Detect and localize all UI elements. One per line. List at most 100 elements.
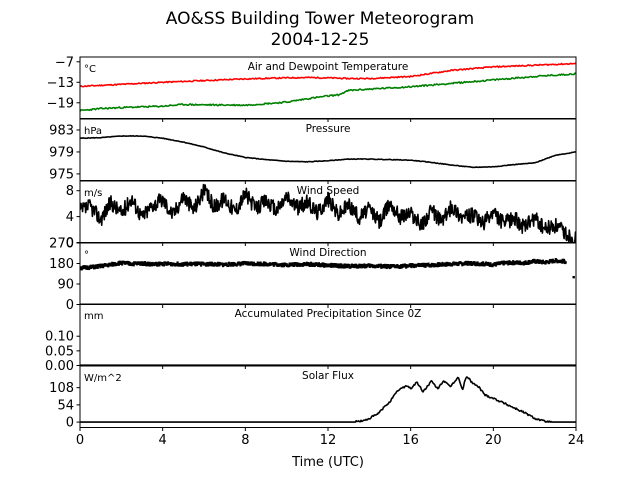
- wind-direction-point: [512, 260, 515, 263]
- wind-direction-point: [162, 264, 166, 267]
- wind-direction-point: [342, 264, 345, 267]
- panel-title: Accumulated Precipitation Since 0Z: [235, 308, 422, 320]
- wind-direction-point: [227, 264, 230, 268]
- wind-direction-point: [383, 266, 386, 269]
- wind-direction-point: [535, 261, 538, 264]
- wind-direction-point: [136, 262, 139, 266]
- wind-direction-point: [481, 261, 485, 264]
- wind-direction-point: [559, 260, 562, 264]
- wind-direction-point: [501, 261, 504, 264]
- wind-direction-point: [436, 265, 439, 268]
- wind-direction-point: [410, 265, 413, 269]
- wind-direction-point: [205, 263, 208, 266]
- wind-direction-point: [476, 261, 479, 264]
- wind-direction-point: [194, 263, 197, 267]
- wind-direction-point: [480, 261, 483, 265]
- wind-direction-point: [87, 266, 90, 269]
- wind-direction-point: [401, 265, 404, 268]
- wind-direction-point: [126, 260, 130, 264]
- wind-direction-point: [154, 261, 158, 264]
- wind-direction-point: [216, 264, 219, 267]
- y-tick-label: 0.00: [45, 359, 74, 374]
- x-tick-label: 16: [402, 433, 419, 448]
- wind-direction-point: [157, 262, 160, 266]
- y-tick-label: −7: [55, 55, 74, 70]
- wind-direction-point: [183, 261, 186, 265]
- wind-direction-point: [563, 260, 566, 263]
- wind-direction-point: [239, 264, 242, 267]
- wind-direction-point: [179, 264, 182, 267]
- wind-direction-point: [360, 266, 363, 269]
- wind-direction-point: [408, 263, 411, 266]
- wind-direction-point: [85, 265, 89, 268]
- y-tick-label: 0: [66, 416, 74, 431]
- wind-direction-point: [424, 265, 427, 268]
- panel-unit-label: m/s: [84, 188, 102, 199]
- y-tick-label: 8: [66, 184, 74, 199]
- wind-direction-point: [193, 261, 197, 264]
- wind-direction-point: [288, 262, 291, 265]
- wind-direction-point: [123, 260, 126, 264]
- wind-direction-point: [544, 261, 547, 264]
- wind-direction-point: [526, 262, 530, 265]
- plot-area-2: [80, 183, 576, 243]
- x-axis-label: Time (UTC): [291, 455, 364, 470]
- wind-direction-point: [147, 264, 150, 267]
- wind-direction-point: [117, 263, 120, 266]
- x-tick-label: 8: [241, 433, 249, 448]
- wind-direction-point: [96, 266, 99, 269]
- y-tick-label: −13: [47, 76, 74, 91]
- series-line-pressure: [80, 134, 576, 169]
- wind-direction-point: [399, 266, 402, 269]
- wind-direction-point: [379, 264, 382, 268]
- wind-direction-point: [230, 261, 233, 265]
- wind-direction-point: [326, 265, 329, 268]
- wind-direction-point: [385, 266, 388, 270]
- panel-title: Wind Direction: [289, 247, 366, 259]
- wind-direction-point: [142, 261, 145, 264]
- wind-direction-point: [132, 264, 135, 267]
- wind-direction-point: [561, 258, 564, 261]
- panel-5: 108 54 0 W/m^2 Solar Flux: [49, 365, 577, 431]
- wind-direction-point: [551, 258, 554, 261]
- wind-direction-point: [417, 262, 420, 266]
- wind-direction-point: [550, 258, 553, 262]
- wind-direction-point: [275, 262, 278, 265]
- wind-direction-point: [329, 262, 332, 266]
- wind-direction-point: [365, 266, 368, 269]
- wind-direction-point: [509, 261, 512, 264]
- wind-direction-point: [498, 261, 501, 264]
- series-line-dewpoint: [80, 72, 576, 112]
- wind-direction-point: [232, 264, 235, 267]
- wind-direction-point: [221, 262, 224, 266]
- wind-direction-point: [195, 263, 199, 267]
- wind-direction-point: [448, 262, 452, 265]
- wind-direction-point: [236, 263, 239, 267]
- wind-direction-point: [355, 263, 358, 266]
- wind-direction-point: [151, 261, 154, 265]
- wind-direction-point: [282, 262, 285, 266]
- wind-direction-point: [454, 261, 457, 264]
- x-tick-label: 12: [320, 433, 337, 448]
- panel-unit-label: hPa: [84, 126, 102, 137]
- wind-direction-point: [457, 263, 460, 266]
- wind-direction-point: [280, 265, 283, 268]
- wind-direction-point: [363, 266, 366, 269]
- wind-direction-point: [517, 260, 520, 263]
- wind-direction-point: [443, 262, 447, 265]
- wind-direction-point: [440, 262, 443, 266]
- x-tick-label: 20: [485, 433, 502, 448]
- wind-direction-point: [430, 265, 433, 268]
- wind-direction-point: [340, 266, 344, 269]
- wind-direction-point: [199, 261, 202, 265]
- wind-direction-point: [200, 264, 203, 267]
- wind-direction-point: [424, 264, 427, 267]
- wind-direction-point: [450, 263, 453, 266]
- wind-direction-point: [431, 264, 435, 267]
- y-tick-label: 0: [66, 298, 74, 313]
- wind-direction-point: [257, 263, 260, 266]
- wind-direction-point: [202, 261, 205, 264]
- wind-direction-point: [456, 261, 459, 265]
- wind-direction-point: [358, 263, 361, 266]
